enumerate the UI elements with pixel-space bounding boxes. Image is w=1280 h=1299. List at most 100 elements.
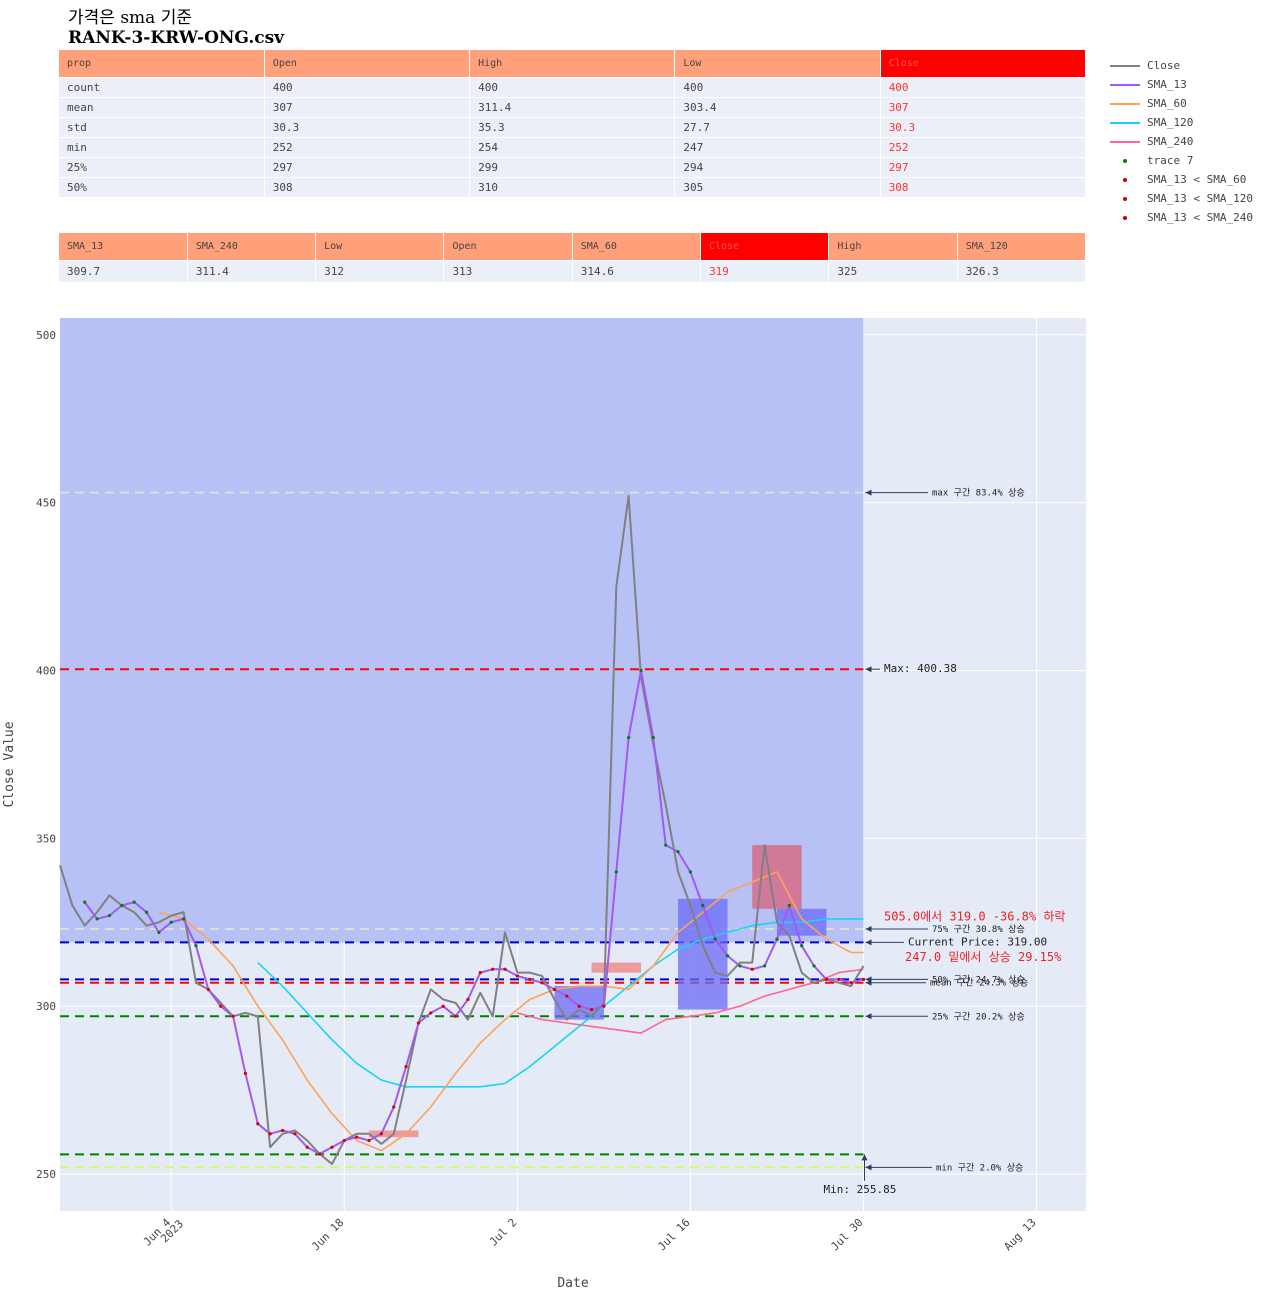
current-header-cell: SMA_60 [572, 233, 702, 261]
y-tick-label: 400 [36, 665, 56, 678]
signal-marker [107, 913, 112, 918]
y-tick-label: 300 [36, 1000, 56, 1013]
signal-box [591, 962, 641, 973]
signal-marker [95, 917, 99, 921]
x-tick-text: Jul 2 [487, 1216, 520, 1249]
signal-marker [602, 1004, 606, 1008]
legend-label: SMA_13 < SMA_60 [1147, 173, 1247, 186]
signal-marker [763, 964, 767, 968]
signal-marker [392, 1105, 396, 1109]
signal-marker [552, 987, 557, 992]
signal-marker [627, 736, 631, 740]
chart-title-line1: 가격은 sma 기준 [68, 8, 192, 28]
series-line-close [59, 494, 865, 1165]
signal-marker [701, 903, 705, 908]
stats-cell: count [59, 77, 265, 98]
signal-marker [738, 964, 742, 968]
legend-label: SMA_60 [1147, 97, 1187, 110]
annotation-arrowhead [865, 489, 872, 496]
stats-cell: 400 [264, 77, 471, 98]
legend-item[interactable]: SMA_13 < SMA_60 [1110, 170, 1253, 189]
signal-marker [577, 1004, 581, 1008]
legend-line-swatch [1110, 80, 1140, 90]
signal-marker [182, 917, 186, 921]
annotation-max-zone: max 구간 83.4% 상승 [932, 488, 1025, 499]
stats-cell: 254 [469, 137, 676, 158]
annotation-arrowhead [861, 1154, 868, 1161]
legend-item[interactable]: SMA_13 < SMA_120 [1110, 189, 1253, 208]
signal-box [678, 898, 728, 1010]
current-header-cell: High [828, 233, 958, 261]
stats-cell: 297 [880, 157, 1087, 178]
signal-marker [725, 954, 730, 958]
annotation-arrowhead [865, 939, 872, 946]
annotation-arrowhead [865, 666, 872, 673]
stats-cell: 307 [264, 97, 471, 118]
y-axis-title: Close Value [2, 721, 17, 807]
x-tick-label: Jul 16 [655, 1216, 692, 1253]
annotation-mean: mean 구간 24.3% 상승 [930, 978, 1028, 989]
signal-marker [589, 1007, 594, 1012]
legend-item[interactable]: SMA_13 [1110, 75, 1253, 94]
annotation-p50: 50% 구간 24.7% 상승 [932, 974, 1025, 985]
stats-cell: 311.4 [469, 97, 676, 118]
stats-cell: 247 [674, 137, 881, 158]
stats-cell: 50% [59, 177, 265, 197]
legend-line-swatch [1110, 137, 1140, 147]
current-cell: 312 [315, 260, 445, 282]
legend-line-swatch [1110, 99, 1140, 109]
legend-item[interactable]: SMA_120 [1110, 113, 1253, 132]
highlight-region [60, 318, 864, 943]
legend-dot-swatch [1110, 175, 1140, 185]
current-header-cell: Low [315, 233, 445, 261]
signal-marker [379, 1132, 383, 1136]
legend-item[interactable]: SMA_240 [1110, 132, 1253, 151]
signal-marker [528, 977, 532, 981]
annotation-min-zone: min 구간 2.0% 상승 [936, 1162, 1023, 1173]
current-cell: 325 [828, 260, 958, 282]
stats-cell: 400 [469, 77, 676, 98]
current-cell: 313 [443, 260, 573, 282]
stats-cell: 30.3 [264, 117, 471, 138]
legend-item[interactable]: Close [1110, 56, 1253, 75]
signal-marker [342, 1138, 346, 1143]
signal-marker [83, 900, 87, 904]
stats-cell: 252 [880, 137, 1087, 158]
stats-cell: 294 [674, 157, 881, 178]
x-tick-label: Jun 18 [309, 1216, 346, 1253]
signal-marker [157, 930, 161, 934]
signal-marker [639, 668, 643, 673]
signal-box [554, 986, 604, 1020]
signal-marker [515, 974, 519, 978]
signal-marker [429, 1011, 433, 1015]
x-tick-text: Jul 30 [828, 1216, 865, 1253]
stats-cell: 299 [469, 157, 676, 178]
x-tick-label: Jul 2 [487, 1216, 520, 1249]
y-tick-label: 450 [36, 497, 56, 510]
signal-marker [676, 850, 680, 854]
signal-marker [256, 1122, 260, 1126]
current-values-table: SMA_13 SMA_240 Low Open SMA_60 Close High SMA_1… [59, 233, 1087, 282]
legend-item[interactable]: SMA_13 < SMA_240 [1110, 208, 1253, 227]
legend-dot-swatch [1110, 156, 1140, 166]
current-header-cell: Open [443, 233, 573, 261]
legend-item[interactable]: SMA_60 [1110, 94, 1253, 113]
current-header-cell: Close [700, 233, 830, 261]
signal-marker [491, 967, 495, 971]
current-header-cell: SMA_240 [187, 233, 317, 261]
signal-marker [268, 1132, 272, 1136]
legend-dot-swatch [1110, 194, 1140, 204]
signal-marker [688, 870, 693, 874]
table-row: min 252 254 247 252 [59, 137, 1087, 158]
table-row: count 400 400 400 400 [59, 77, 1087, 98]
y-tick-label: 350 [36, 832, 56, 845]
x-axis-title: Date [557, 1276, 588, 1291]
signal-marker [775, 937, 779, 941]
current-cell: 311.4 [187, 260, 317, 282]
legend-item[interactable]: trace 7 [1110, 151, 1253, 170]
signal-marker [565, 994, 569, 998]
signal-marker [713, 937, 717, 941]
annotation-p75: 75% 구간 30.8% 상승 [932, 924, 1025, 935]
annotation-drop: 505.0에서 319.0 -36.8% 하락 [884, 909, 1065, 923]
annotation-rise: 247.0 밑에서 상승 29.15% [905, 950, 1062, 964]
